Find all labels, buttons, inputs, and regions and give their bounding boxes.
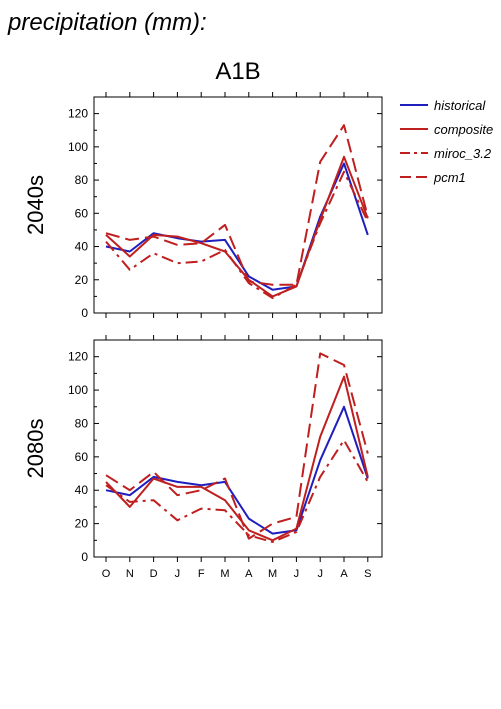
y-tick-label: 100: [68, 140, 88, 154]
x-tick-label: J: [294, 568, 300, 580]
panel-label: 2040s: [23, 175, 48, 235]
scenario-title: A1B: [215, 58, 260, 85]
series-line-miroc_3.2: [105, 170, 369, 299]
figure-heading: precipitation (mm):: [7, 9, 207, 36]
series-line-pcm1: [105, 352, 369, 540]
series-line-composite: [105, 155, 369, 298]
panel-2040s: 0 20 40 60 80 100 120 2040s: [23, 92, 383, 320]
chart-panels: 0 20 40 60 80 100 120 2040s 0 20 40 60 80 100 120 O N D J F…: [23, 92, 383, 580]
x-tick-label: N: [126, 568, 134, 580]
series-line-historical: [105, 405, 369, 535]
y-tick-label: 60: [75, 450, 89, 464]
y-tick-label: 80: [75, 416, 89, 430]
legend-label-composite: composite: [434, 122, 493, 137]
legend: historical composite miroc_3.2 pcm1: [400, 98, 493, 185]
y-tick-label: 80: [75, 173, 89, 187]
series-line-composite: [105, 375, 369, 542]
y-tick-label: 0: [81, 306, 88, 320]
x-tick-label: A: [340, 568, 348, 580]
legend-label-historical: historical: [434, 98, 486, 113]
x-tick-label: J: [317, 568, 323, 580]
x-tick-label: M: [268, 568, 277, 580]
plot-frame: [93, 96, 383, 314]
y-tick-label: 40: [75, 483, 89, 497]
series-line-miroc_3.2: [105, 439, 369, 543]
series-line-historical: [105, 162, 369, 291]
series-line-pcm1: [105, 124, 369, 286]
panel-2080s: 0 20 40 60 80 100 120 O N D J F M A M J J A S 2080s: [23, 335, 383, 580]
x-tick-label: F: [198, 568, 205, 580]
y-tick-label: 0: [81, 550, 88, 564]
y-tick-label: 60: [75, 206, 89, 220]
legend-label-miroc_3.2: miroc_3.2: [434, 146, 492, 161]
y-tick-label: 100: [68, 383, 88, 397]
legend-label-pcm1: pcm1: [433, 170, 466, 185]
x-tick-label: A: [245, 568, 253, 580]
x-tick-label: S: [364, 568, 371, 580]
y-tick-label: 40: [75, 240, 89, 254]
y-tick-label: 20: [75, 517, 89, 531]
y-tick-label: 120: [68, 107, 88, 121]
x-tick-label: D: [150, 568, 158, 580]
panel-label: 2080s: [23, 419, 48, 479]
y-tick-label: 20: [75, 273, 89, 287]
y-tick-label: 120: [68, 350, 88, 364]
x-tick-label: J: [175, 568, 181, 580]
x-tick-label: M: [220, 568, 229, 580]
x-tick-label: O: [102, 568, 111, 580]
plot-frame: [93, 339, 383, 558]
